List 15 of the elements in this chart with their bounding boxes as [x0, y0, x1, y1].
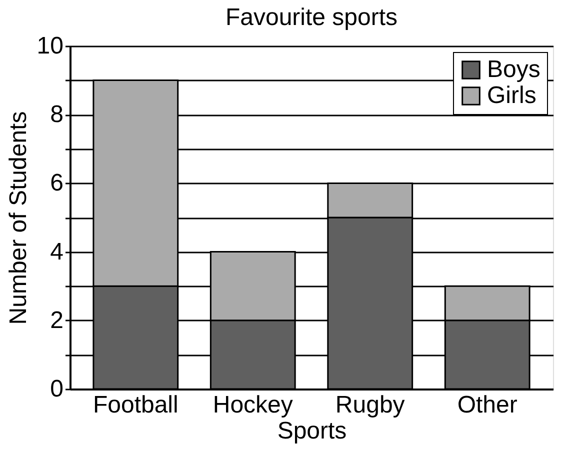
y-tick-label: 6: [50, 170, 64, 197]
x-tick-label: Rugby: [335, 392, 405, 418]
y-tick-label: 10: [36, 32, 64, 60]
x-tick-label: Football: [92, 392, 178, 418]
x-tick-label: Hockey: [212, 392, 293, 418]
legend-label: Boys: [487, 56, 540, 83]
legend-label: Girls: [487, 82, 536, 109]
y-tick-label: 8: [50, 101, 64, 128]
x-axis-title: Sports: [277, 418, 347, 444]
y-tick-label: 4: [50, 238, 64, 266]
chart-title: Favourite sports: [225, 4, 398, 31]
y-tick-label: 0: [50, 376, 64, 402]
y-tick-label: 2: [50, 306, 64, 334]
y-axis-title: Number of Students: [4, 111, 32, 325]
x-tick-label: Other: [457, 392, 518, 418]
